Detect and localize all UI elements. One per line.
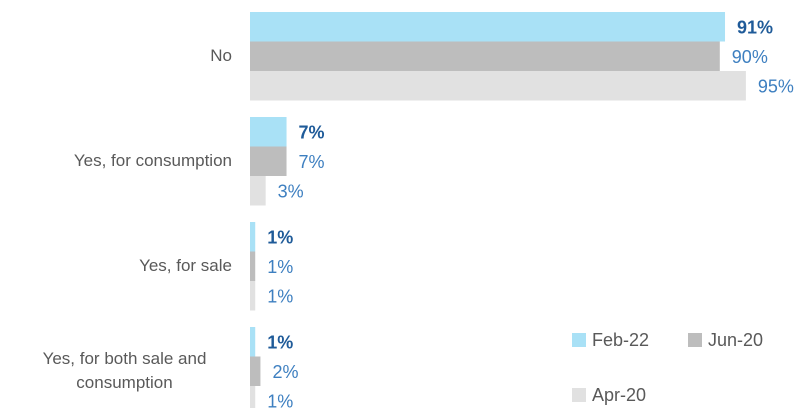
bar [250, 222, 256, 252]
value-label: 7% [299, 152, 325, 172]
bar [250, 327, 256, 357]
value-label: 95% [758, 77, 794, 97]
value-label: 1% [267, 392, 293, 408]
value-label: 7% [299, 123, 325, 143]
legend-swatch [572, 388, 586, 402]
value-label: 2% [272, 362, 298, 382]
legend-label: Feb-22 [592, 330, 649, 350]
value-label: 1% [267, 228, 293, 248]
bar [250, 386, 256, 408]
legend-label: Jun-20 [708, 330, 763, 350]
legend-swatch [688, 333, 702, 347]
category-label: Yes, for sale [139, 256, 232, 276]
bar [250, 281, 256, 311]
value-label: 1% [267, 333, 293, 353]
bar [250, 356, 261, 386]
legend-swatch [572, 333, 586, 347]
value-label: 1% [267, 287, 293, 307]
bar [250, 12, 726, 42]
bar [250, 251, 256, 281]
category-label: No [210, 46, 232, 66]
category-label: Yes, for both sale and consumption [42, 349, 207, 393]
bar [250, 117, 287, 147]
legend-label: Apr-20 [592, 385, 646, 405]
value-label: 3% [278, 182, 304, 202]
value-label: 1% [267, 257, 293, 277]
value-label: 90% [732, 47, 768, 67]
bar [250, 176, 266, 206]
category-label: Yes, for consumption [73, 151, 232, 171]
bar [250, 146, 287, 176]
value-label: 91% [737, 18, 773, 38]
bar [250, 71, 746, 101]
bar [250, 41, 720, 71]
